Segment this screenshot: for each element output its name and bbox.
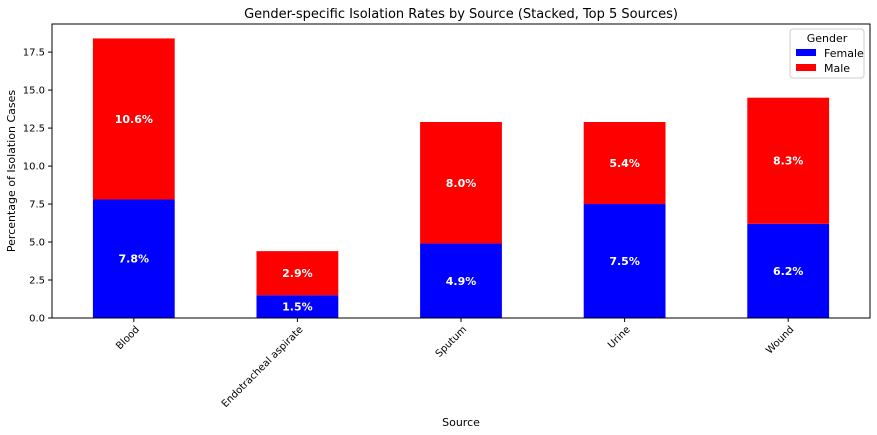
x-tick-label: Urine [606, 324, 633, 351]
bar-label-male-2: 8.0% [446, 177, 477, 190]
y-tick-label: 15.0 [23, 86, 45, 97]
legend-label-male: Male [824, 62, 850, 75]
y-tick-label: 12.5 [23, 124, 45, 135]
bar-male-4 [747, 97, 830, 224]
bar-female-4 [747, 223, 830, 318]
x-tick-label: Blood [114, 324, 142, 352]
y-tick-label: 0.0 [29, 314, 45, 325]
legend-swatch-female [796, 49, 816, 56]
plot-area: 7.8% 10.6% Blood 1.5% 2.9% Endotracheal aspir… [23, 23, 871, 410]
bar-male-1 [256, 251, 339, 296]
x-tick-label: Endotracheal aspirate [220, 324, 306, 410]
y-tick-label: 2.5 [29, 276, 45, 287]
bar-label-female-2: 4.9% [446, 275, 477, 288]
x-tick-label: Wound [764, 324, 796, 356]
bar-label-male-0: 10.6% [115, 113, 153, 126]
bar-male-2 [420, 122, 502, 244]
axes-frame [51, 23, 871, 319]
bar-female-3 [583, 204, 666, 318]
legend-label-female: Female [824, 47, 864, 60]
bar-label-female-3: 7.5% [609, 255, 640, 268]
legend-swatch-male [796, 64, 816, 71]
bar-male-0 [92, 38, 175, 200]
y-tick-label: 17.5 [23, 48, 45, 59]
bar-label-male-4: 8.3% [773, 155, 804, 168]
y-tick-label: 10.0 [23, 162, 45, 173]
y-axis-label: Percentage of Isolation Cases [5, 90, 18, 252]
x-axis-label: Source [442, 416, 480, 429]
y-tick-label: 5.0 [29, 238, 45, 249]
y-tick-label: 7.5 [29, 200, 45, 211]
bar-label-female-1: 1.5% [282, 301, 313, 314]
bar-female-0 [92, 199, 175, 318]
x-tick-label: Sputum [434, 324, 469, 359]
bar-label-female-0: 7.8% [119, 253, 150, 266]
bar-female-2 [420, 243, 502, 318]
bar-female-1 [256, 295, 339, 318]
bar-label-male-1: 2.9% [282, 267, 313, 280]
bar-label-female-4: 6.2% [773, 265, 804, 278]
legend: Gender Female Male [789, 28, 865, 79]
legend-title: Gender [807, 32, 848, 45]
bar-male-3 [583, 122, 666, 205]
bar-label-male-3: 5.4% [609, 157, 640, 170]
chart-title: Gender-specific Isolation Rates by Sourc… [244, 7, 678, 22]
